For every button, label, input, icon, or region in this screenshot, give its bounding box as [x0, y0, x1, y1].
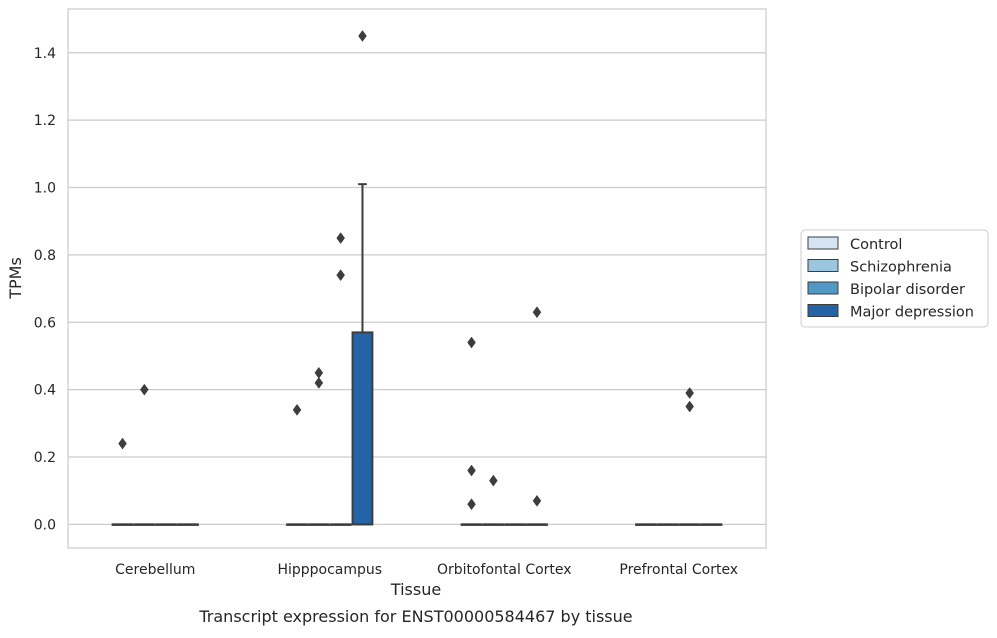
box-group — [286, 403, 308, 526]
legend-label: Control — [850, 237, 902, 253]
y-tick-label: 1.4 — [34, 46, 56, 62]
legend-swatch — [807, 236, 839, 250]
legend-item: Control — [807, 236, 902, 253]
outlier-point — [314, 377, 324, 389]
legend-label: Bipolar disorder — [850, 282, 965, 298]
plot-area — [111, 30, 723, 526]
outlier-point — [140, 383, 149, 396]
x-tick-label: Hipppocampus — [277, 562, 382, 578]
legend-item: Schizophrenia — [807, 259, 952, 276]
box-group — [700, 523, 723, 526]
box-group — [526, 306, 548, 526]
box-group — [635, 523, 657, 526]
outlier-point — [336, 269, 345, 282]
box-group — [307, 366, 330, 526]
y-tick-label: 0.0 — [34, 517, 56, 533]
x-axis-ticks: Cerebellum Hipppocampus Orbitofontal Corte… — [115, 562, 738, 578]
x-tick-label: Prefrontal Cortex — [619, 562, 738, 578]
box-group — [329, 232, 352, 526]
legend-swatch — [807, 259, 839, 272]
legend-label: Major depression — [850, 305, 974, 321]
y-tick-label: 0.2 — [34, 450, 56, 466]
x-tick-label: Cerebellum — [115, 562, 195, 578]
y-axis-label: TPMs — [6, 257, 25, 300]
plot-frame — [67, 8, 767, 549]
outlier-point — [489, 474, 498, 487]
legend-swatch — [807, 281, 839, 295]
box-group — [656, 523, 679, 526]
box-group — [155, 523, 178, 526]
outlier-point — [685, 400, 694, 413]
legend-label: Schizophrenia — [850, 260, 952, 276]
outlier-point — [467, 498, 476, 511]
outlier-point — [532, 306, 542, 319]
box-group — [504, 523, 527, 526]
box-group — [133, 383, 156, 526]
legend-frame — [800, 229, 989, 328]
legend: Control Schizophrenia Bipolar disorder Majo… — [800, 229, 989, 328]
box-group — [111, 437, 134, 526]
outlier-point — [118, 437, 127, 450]
outlier-point — [467, 464, 476, 477]
x-axis-label: Tissue — [390, 580, 441, 599]
outlier-point — [292, 403, 302, 416]
y-tick-label: 0.6 — [34, 315, 56, 331]
y-tick-label: 0.8 — [34, 248, 56, 264]
outlier-point — [532, 494, 542, 507]
outlier-point — [336, 232, 345, 245]
outlier-point — [685, 387, 694, 399]
box-group — [482, 474, 505, 526]
y-tick-label: 1.2 — [34, 113, 56, 129]
x-tick-label: Orbitofontal Cortex — [437, 562, 572, 578]
box-group — [351, 30, 374, 526]
box-rect — [351, 331, 374, 526]
box-group — [460, 336, 483, 526]
outlier-point — [467, 336, 476, 349]
legend-item: Major depression — [807, 304, 974, 321]
y-axis-ticks: 0.0 0.2 0.4 0.6 0.8 1.0 1.2 1.4 — [34, 46, 56, 534]
legend-item: Bipolar disorder — [807, 281, 965, 298]
y-tick-label: 0.4 — [34, 383, 56, 399]
outlier-point — [358, 30, 367, 42]
box-group — [177, 523, 199, 526]
box-group — [678, 387, 701, 526]
legend-swatch — [807, 304, 839, 317]
chart-caption: Transcript expression for ENST0000058446… — [198, 607, 632, 626]
y-tick-label: 1.0 — [34, 181, 56, 197]
